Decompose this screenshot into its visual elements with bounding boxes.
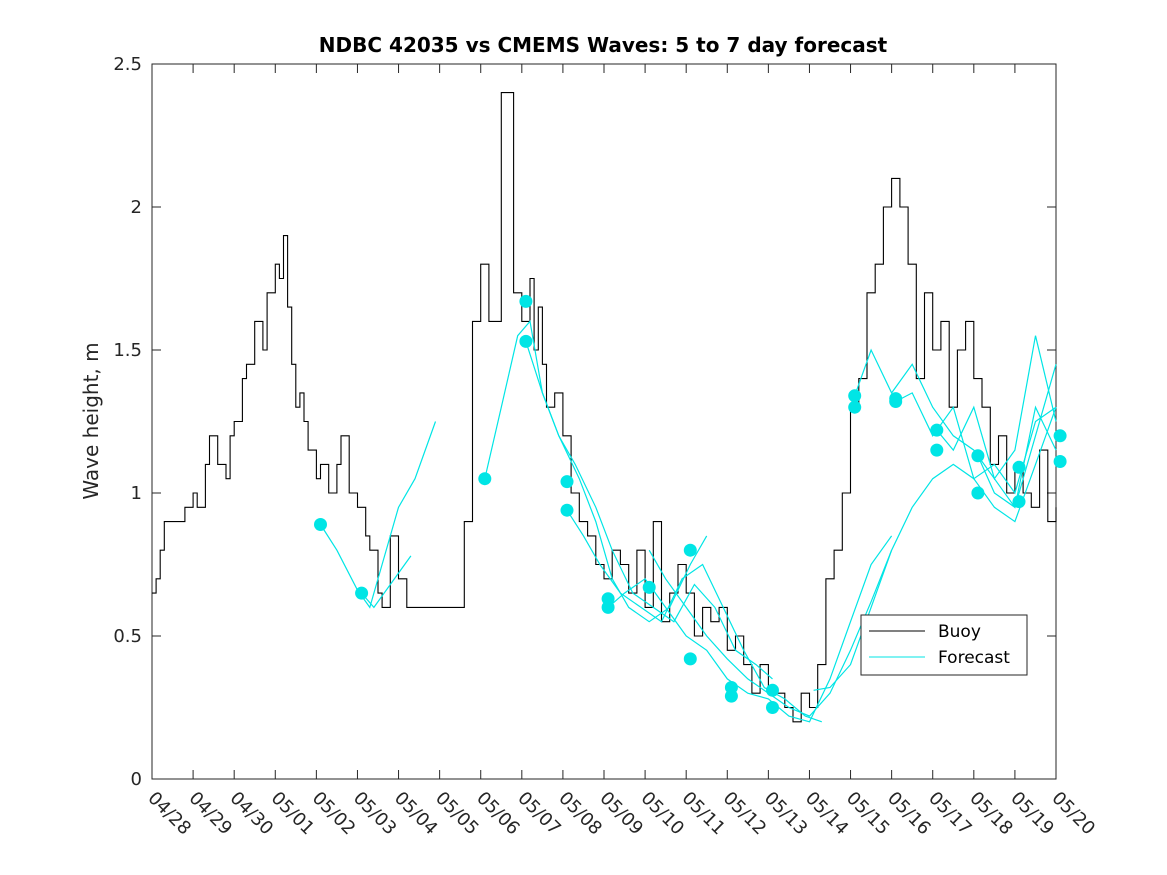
x-tick-label: 05/16	[883, 788, 935, 840]
forecast-marker	[848, 389, 862, 403]
forecast-run-line	[319, 421, 437, 609]
x-tick-label: 05/19	[1006, 788, 1058, 840]
y-tick-label: 1	[131, 483, 142, 504]
x-tick-label: 05/08	[554, 788, 606, 840]
x-tick-label: 05/13	[760, 788, 812, 840]
y-tick-label: 1.5	[113, 340, 142, 361]
forecast-marker	[560, 475, 574, 489]
x-tick-label: 05/03	[349, 788, 401, 840]
forecast-marker	[889, 395, 903, 408]
forecast-marker	[683, 543, 697, 557]
x-tick-label: 05/14	[801, 788, 853, 840]
forecast-marker	[971, 486, 985, 500]
forecast-run-line	[977, 405, 1057, 509]
forecast-marker	[355, 586, 369, 600]
legend-buoy-label: Buoy	[938, 622, 981, 642]
x-tick-label: 05/18	[965, 788, 1017, 840]
forecast-run-line	[525, 341, 773, 680]
forecast-marker	[930, 443, 944, 457]
forecast-run-line	[484, 320, 708, 623]
legend-forecast-label: Forecast	[938, 648, 1010, 668]
x-tick-label: 05/11	[678, 788, 730, 840]
y-tick-label: 0	[131, 769, 142, 790]
x-tick-label: 05/06	[472, 788, 524, 840]
x-tick-label: 04/28	[143, 788, 195, 840]
x-tick-label: 05/07	[513, 788, 565, 840]
forecast-marker	[1012, 460, 1026, 474]
legend: Buoy Forecast	[860, 614, 1028, 676]
forecast-run-line	[566, 509, 822, 723]
legend-box	[860, 614, 1028, 676]
forecast-marker	[478, 472, 492, 486]
x-tick-label: 05/17	[924, 788, 976, 840]
buoy-series	[152, 92, 1057, 723]
y-axis-label: Wave height, m	[79, 342, 103, 499]
forecast-markers	[314, 294, 1067, 714]
y-tick-label: 0.5	[113, 626, 142, 647]
forecast-run-line	[895, 392, 1057, 495]
x-tick-label: 04/29	[185, 788, 237, 840]
x-tick-label: 05/15	[842, 788, 894, 840]
forecast-marker	[683, 652, 697, 666]
forecast-marker	[971, 449, 985, 463]
y-tick-label: 2.5	[113, 54, 142, 75]
forecast-marker	[1053, 429, 1067, 443]
x-tick-label: 05/02	[308, 788, 360, 840]
x-tick-label: 04/30	[226, 788, 278, 840]
forecast-run-line	[813, 406, 1057, 691]
x-tick-label: 05/12	[719, 788, 771, 840]
y-axis: 0 0.5 1 1.5 2 2.5	[113, 54, 1056, 790]
forecast-run-line	[361, 555, 412, 609]
y-tick-label: 2	[131, 197, 142, 218]
forecast-marker	[766, 683, 779, 697]
x-tick-label: 05/04	[390, 788, 442, 840]
x-tick-label: 05/01	[267, 788, 319, 840]
forecast-marker	[519, 334, 533, 348]
forecast-marker	[930, 423, 944, 437]
chart-title: NDBC 42035 vs CMEMS Waves: 5 to 7 day fo…	[319, 33, 888, 57]
forecast-marker	[601, 600, 615, 614]
forecast-marker	[848, 400, 862, 414]
forecast-run-line	[854, 348, 1057, 509]
forecast-marker	[314, 518, 327, 531]
buoy-line	[152, 92, 1057, 723]
forecast-marker	[642, 580, 656, 594]
forecast-marker	[724, 689, 738, 703]
forecast-run-line	[936, 335, 1057, 481]
x-tick-label: 05/10	[637, 788, 689, 840]
forecast-marker	[1012, 495, 1026, 509]
forecast-marker	[519, 294, 533, 308]
x-tick-label: 05/09	[595, 788, 647, 840]
x-tick-label: 05/20	[1047, 788, 1099, 840]
x-tick-label: 05/05	[431, 788, 483, 840]
forecast-marker	[1053, 455, 1067, 468]
forecast-marker	[560, 503, 574, 517]
forecast-marker	[766, 701, 779, 714]
